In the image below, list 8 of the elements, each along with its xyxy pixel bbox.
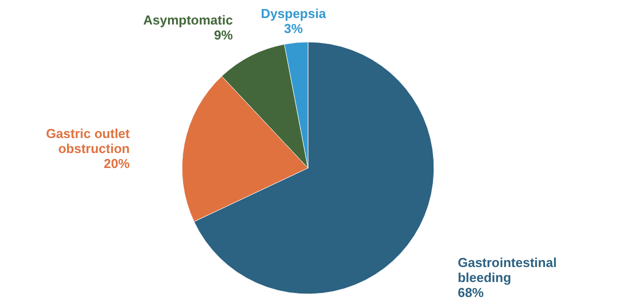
slice-label: Gastrointestinal bleeding: [458, 255, 557, 286]
slice-label: Dyspepsia: [260, 6, 327, 21]
data-label: 9%: [214, 27, 234, 42]
data-label: 3%: [284, 20, 304, 36]
slice-label: Gastric outlet obstruction: [46, 126, 130, 156]
data-label: 20%: [104, 156, 130, 171]
data-label: 68%: [458, 285, 484, 300]
slice-label: Asymptomatic: [143, 12, 233, 28]
